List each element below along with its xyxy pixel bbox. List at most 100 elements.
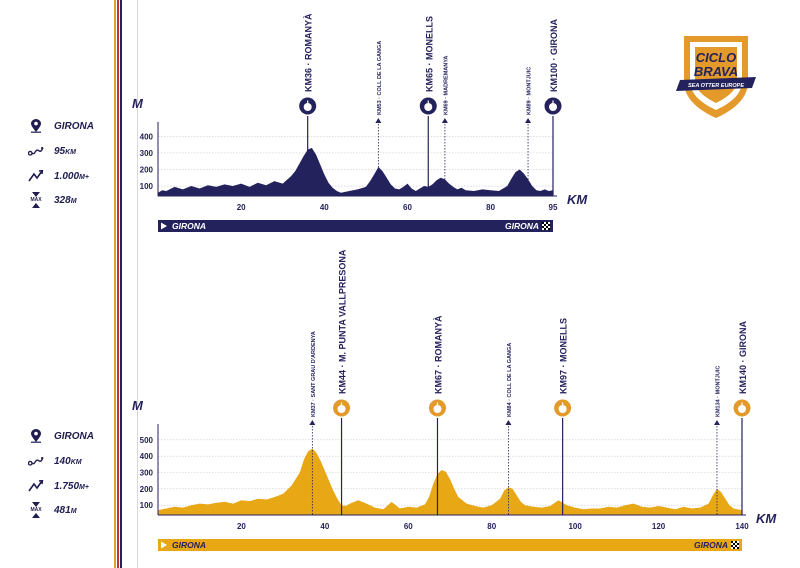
flag-square (733, 547, 735, 549)
marker-label: KM69 · MADREMANYA (443, 56, 449, 115)
elevation-value: 1.750 (54, 480, 80, 492)
feed-station-icon (554, 399, 572, 417)
flag-square (542, 222, 544, 224)
flag-square (542, 224, 544, 226)
marker-label: KM53 · COLL DE LA GANGA (377, 41, 383, 115)
flag-square (546, 224, 548, 226)
distance-unit: KM (65, 148, 77, 156)
flag-square (548, 226, 550, 228)
start-play-icon (161, 541, 167, 549)
marker-label: KM65 · MONELLS (424, 16, 434, 92)
apple-stem (427, 100, 429, 104)
feed-station-icon (544, 97, 562, 115)
stat-max: MAX 481M (28, 500, 77, 520)
x-tick-label: 60 (403, 203, 412, 212)
ciclo-brava-logo: CICLO BRAVA SEA OTTER EUROPE (676, 30, 756, 120)
y-tick-label: 400 (140, 132, 154, 141)
sprint-arrow-icon (375, 118, 382, 123)
y-axis-label: M (132, 398, 144, 413)
flag-square (544, 226, 546, 228)
x-axis-label: KM (567, 192, 588, 207)
marker-label: KM97 · MONELLS (559, 318, 569, 394)
y-tick-label: 100 (140, 182, 154, 191)
apple-icon (303, 103, 312, 111)
max-value: 481 (54, 504, 71, 516)
flag-square (737, 545, 739, 547)
apple-icon (549, 103, 557, 111)
apple-icon (738, 405, 746, 413)
stat-distance: 140KM (28, 453, 82, 469)
x-tick-label: 140 (735, 522, 749, 531)
flag-square (731, 547, 733, 549)
distance-value: 140 (54, 455, 71, 467)
location-pin-icon (28, 118, 44, 134)
flag-square (548, 224, 550, 226)
flag-square (737, 547, 739, 549)
flag-square (733, 541, 735, 543)
divider-line (137, 0, 138, 568)
apple-stem (741, 402, 743, 406)
sprint-arrow-icon (525, 118, 532, 123)
y-tick-label: 100 (140, 501, 154, 510)
start-value: GIRONA (54, 430, 94, 442)
flag-square (542, 226, 544, 228)
y-tick-label: 400 (140, 452, 154, 461)
marker-label: KM134 · MONTJUIC (715, 366, 721, 417)
elevation-value: 1.000 (54, 170, 80, 182)
flag-square (542, 228, 544, 230)
stat-elevation: 1.000M+ (28, 168, 89, 184)
bar-finish-label: GIRONA (694, 540, 728, 550)
max-unit: M (70, 197, 77, 205)
max-value: 328 (54, 194, 71, 206)
y-tick-label: 200 (140, 165, 154, 174)
route-icon (28, 143, 44, 159)
elevation-area (158, 448, 742, 515)
sprint-arrow-icon (441, 118, 448, 123)
distance-unit: KM (70, 458, 82, 466)
elevation-unit: M+ (79, 173, 89, 181)
max-label: MAX (30, 507, 42, 513)
stripe-gold (114, 0, 116, 568)
finish-flag-icon (542, 222, 550, 230)
x-tick-label: 20 (237, 522, 246, 531)
flag-square (733, 545, 735, 547)
x-tick-label: 60 (404, 522, 413, 531)
flag-square (546, 226, 548, 228)
flag-square (546, 228, 548, 230)
logo-ribbon: SEA OTTER EUROPE (688, 83, 744, 89)
apple-stem (307, 100, 309, 104)
marker-label: KM67 · ROMANYÀ (433, 315, 443, 394)
sprint-arrow-icon (713, 420, 720, 425)
apple-stem (552, 100, 554, 104)
flag-square (544, 228, 546, 230)
flag-square (735, 547, 737, 549)
flag-square (731, 543, 733, 545)
y-axis-label: M (132, 96, 144, 111)
max-altitude-icon: MAX (28, 190, 44, 210)
apple-icon (424, 103, 433, 111)
max-label: MAX (30, 197, 42, 203)
flag-square (544, 222, 546, 224)
elevation-area (158, 147, 553, 196)
x-tick-label: 80 (486, 203, 495, 212)
bar-start-label: GIRONA (172, 540, 206, 550)
apple-icon (558, 405, 567, 413)
y-tick-label: 500 (140, 436, 154, 445)
start-finish-bar (158, 539, 742, 551)
flag-square (548, 228, 550, 230)
marker-label: KM44 · M. PUNTA VALLPRESONA (338, 249, 348, 394)
x-tick-label: 80 (487, 522, 496, 531)
flag-square (546, 222, 548, 224)
y-tick-label: 300 (140, 149, 154, 158)
stat-start: GIRONA (28, 428, 94, 444)
flag-square (731, 545, 733, 547)
elevation-icon (28, 478, 44, 494)
x-tick-label: 100 (568, 522, 582, 531)
marker-label: KM89 · MONTJUIC (527, 67, 533, 115)
apple-stem (436, 402, 439, 406)
apple-stem (340, 402, 343, 406)
start-value: GIRONA (54, 120, 94, 132)
feed-station-icon (419, 97, 437, 115)
y-tick-label: 200 (140, 485, 154, 494)
